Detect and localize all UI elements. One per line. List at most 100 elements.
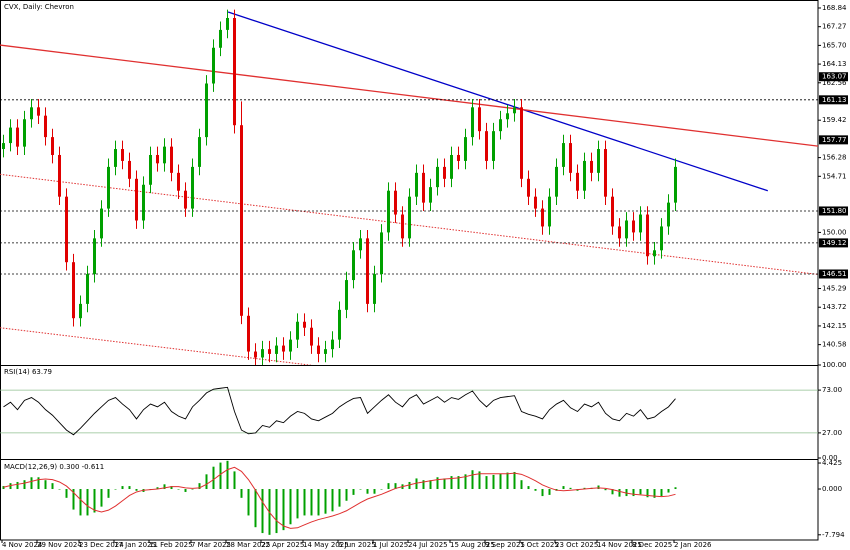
macd-bar (436, 477, 439, 490)
macd-bar (205, 474, 208, 490)
macd-bar (100, 489, 103, 507)
macd-bar (324, 489, 327, 514)
candle-body (317, 345, 320, 354)
candle-body (268, 349, 271, 354)
candle-body (23, 119, 26, 147)
candle-body (625, 220, 628, 239)
macd-bar (177, 489, 180, 490)
rsi-panel: RSI(14) 63.79 (0, 368, 818, 436)
candle-body (289, 339, 292, 352)
macd-bar (387, 483, 390, 490)
macd-bar (569, 487, 572, 490)
macd-bar (520, 480, 523, 490)
trendline (0, 44, 818, 147)
candle-body (604, 149, 607, 197)
y-tick-label: 4.425 (822, 459, 842, 467)
macd-bar (352, 489, 355, 495)
macd-bar (44, 480, 47, 490)
candle-body (632, 220, 635, 233)
candle-body (597, 149, 600, 173)
candle-body (611, 196, 614, 227)
macd-bar (366, 489, 369, 494)
x-tick-label: 23 Oct 2025 (555, 541, 598, 549)
candle-body (2, 143, 5, 150)
macd-bar (485, 476, 488, 490)
macd-bar (548, 489, 551, 495)
macd-bar (597, 485, 600, 490)
level-badge (819, 95, 848, 105)
macd-bar (660, 489, 663, 497)
macd-bar (464, 474, 467, 490)
macd-bar (114, 489, 117, 490)
macd-bar (86, 489, 89, 516)
candle-body (114, 149, 117, 167)
candle-body (135, 178, 138, 221)
y-tick-label: 27.00 (822, 429, 842, 437)
macd-bar (2, 486, 5, 490)
candle-body (177, 172, 180, 191)
macd-bar (394, 483, 397, 490)
candle-body (513, 107, 516, 114)
candle-body (296, 321, 299, 340)
macd-bar (674, 487, 677, 490)
macd-bar (156, 487, 159, 490)
candle-body (485, 131, 488, 161)
macd-bar (254, 489, 257, 528)
candle-body (639, 214, 642, 233)
y-tick-label: 0.00 (822, 454, 838, 462)
y-tick-label: 168.84 (822, 4, 847, 12)
candle-body (324, 349, 327, 354)
rsi-line (3, 386, 676, 436)
y-tick-label: 164.13 (822, 60, 847, 68)
candle-body (51, 137, 54, 155)
candle-body (436, 166, 439, 188)
candle-body (184, 190, 187, 209)
macd-bar (184, 489, 187, 492)
candle-body (9, 127, 12, 144)
x-tick-label: 1 Jul 2025 (373, 541, 408, 549)
candle-body (646, 214, 649, 257)
candle-body (548, 196, 551, 227)
macd-bar (450, 476, 453, 490)
macd-bar (275, 489, 278, 534)
macd-bar (506, 472, 509, 490)
signal-line (3, 466, 676, 529)
macd-bar (429, 480, 432, 490)
macd-bar (331, 489, 334, 512)
candle-body (541, 208, 544, 227)
candle-body (247, 315, 250, 352)
candle-body (527, 178, 530, 197)
level-label: 146.51 (822, 270, 847, 278)
macd-bar (135, 489, 138, 491)
level-label: 157.77 (822, 136, 847, 144)
y-tick-label: 159.42 (822, 116, 847, 124)
y-tick-label: 140.58 (822, 341, 847, 349)
candle-body (310, 327, 313, 346)
candle-body (282, 345, 285, 352)
candle-body (464, 137, 467, 161)
candle-body (30, 107, 33, 120)
candle-body (275, 345, 278, 354)
macd-bar (632, 489, 635, 497)
macd-panel: MACD(12,26,9) 0.300 -0.611 (2, 460, 677, 535)
axes: 168.84 167.27 165.70 164.13 162.56 159.42 156.… (1, 4, 848, 549)
x-tick-label: 2 Jan 2026 (674, 541, 712, 549)
x-tick-label: 7 Mar 2025 (191, 541, 231, 549)
candle-body (506, 113, 509, 120)
x-tick-label: 1 Oct 2025 (520, 541, 559, 549)
candle-body (373, 274, 376, 304)
candle-body (415, 172, 418, 197)
y-tick-label: -7.794 (822, 531, 845, 539)
x-tick-label: 8 Dec 2025 (632, 541, 672, 549)
macd-bar (317, 489, 320, 516)
x-tick-label: 6 Jun 2025 (338, 541, 376, 549)
candle-body (261, 349, 264, 358)
level-badge (819, 72, 848, 82)
candle-body (667, 202, 670, 227)
candle-body (128, 160, 131, 179)
level-label: 149.12 (822, 239, 847, 247)
y-tick-label: 73.00 (822, 386, 842, 394)
macd-bar (513, 471, 516, 490)
macd-bar (422, 480, 425, 490)
